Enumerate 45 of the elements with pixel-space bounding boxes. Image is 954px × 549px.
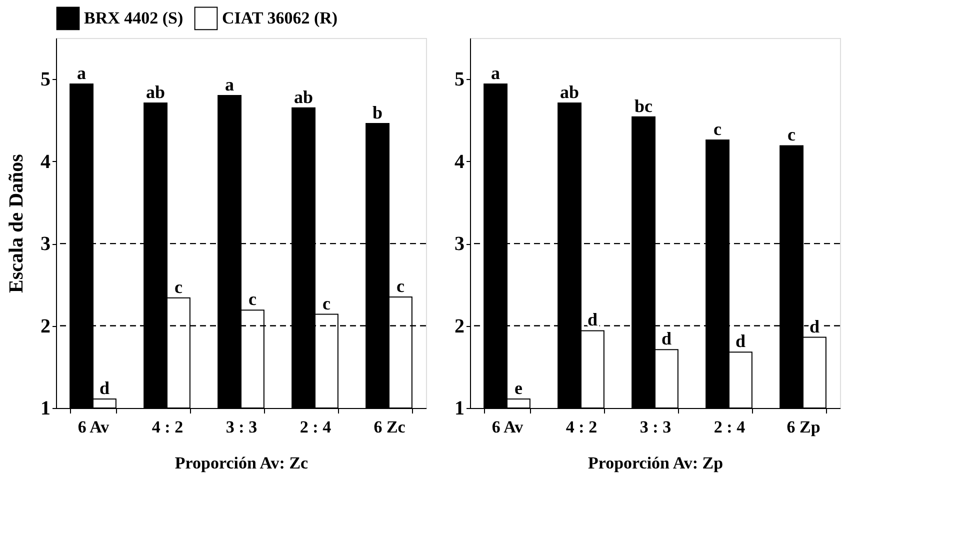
- annotation: d: [809, 316, 820, 336]
- annotation: c: [248, 289, 256, 310]
- annotation: c: [322, 293, 330, 314]
- y-tick-label: 1: [454, 398, 464, 420]
- y-tick-label: 5: [454, 68, 464, 91]
- y-tick-label: 2: [40, 315, 50, 338]
- annotation: d: [99, 378, 110, 398]
- x-tick-label: 6 Av: [492, 418, 524, 436]
- x-tick-label: 3 : 3: [640, 418, 672, 436]
- y-tick-label: 4: [454, 150, 464, 173]
- annotation: ab: [560, 82, 580, 102]
- annotation: c: [396, 276, 404, 296]
- annotation: a: [225, 74, 234, 95]
- y-tick-label: 2: [454, 315, 464, 338]
- annotation: a: [491, 63, 500, 84]
- y-tick-label: 1: [40, 398, 50, 420]
- annotation: a: [77, 63, 86, 84]
- x-axis-title: Proporción Av: Zc: [174, 454, 309, 472]
- legend-label: CIAT 36062 (R): [222, 8, 338, 28]
- x-tick-label: 4 : 2: [566, 418, 598, 436]
- y-tick-label: 4: [40, 150, 50, 173]
- annotation: c: [714, 118, 722, 139]
- x-tick-label: 2 : 4: [714, 418, 746, 436]
- x-tick-label: 2 : 4: [300, 418, 332, 436]
- x-axis-title: Proporción Av: Zp: [588, 454, 724, 472]
- annotation: e: [514, 378, 522, 398]
- y-tick-label: 5: [40, 68, 50, 91]
- y-axis-title: Escala de Daños: [6, 154, 28, 293]
- annotation: d: [735, 331, 746, 352]
- annotation: d: [661, 328, 672, 349]
- annotation: d: [587, 310, 598, 330]
- y-tick-label: 3: [40, 233, 50, 256]
- x-tick-label: 6 Zc: [374, 418, 406, 436]
- annotation: ab: [294, 86, 314, 107]
- annotation: ab: [146, 82, 166, 102]
- annotation: c: [174, 276, 182, 297]
- legend-label: BRX 4402 (S): [84, 8, 184, 28]
- annotation: bc: [634, 96, 653, 116]
- y-tick-label: 3: [454, 233, 464, 256]
- annotation: b: [372, 102, 383, 123]
- x-tick-label: 6 Zp: [786, 418, 820, 436]
- x-tick-label: 6 Av: [78, 418, 110, 436]
- x-tick-label: 4 : 2: [152, 418, 184, 436]
- x-tick-label: 3 : 3: [226, 418, 258, 436]
- annotation: c: [788, 124, 796, 145]
